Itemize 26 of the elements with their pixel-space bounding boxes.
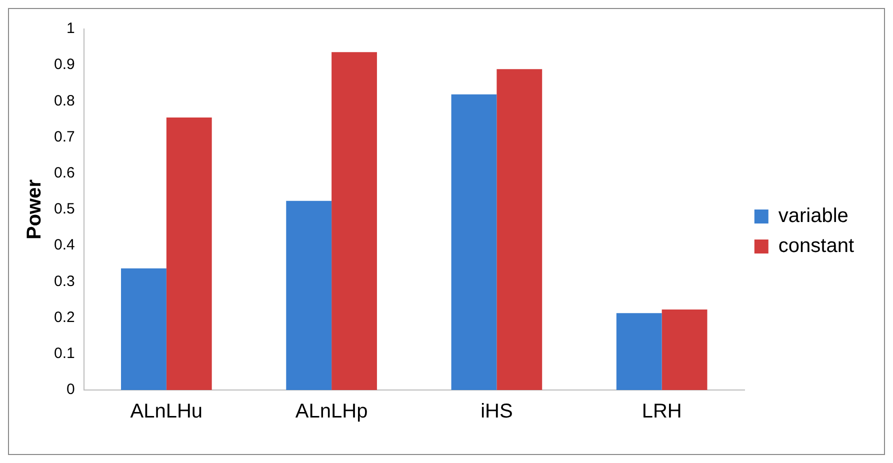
y-tick-label: 0.3 (54, 272, 75, 290)
y-axis-title: Power (24, 179, 46, 240)
y-tick-label: 0.2 (54, 308, 75, 326)
x-tick-label: LRH (642, 400, 682, 423)
x-tick-label: ALnLHu (130, 400, 203, 423)
y-tick-label: 1 (66, 20, 75, 38)
y-tick-label: 0.5 (54, 200, 75, 218)
y-tick-label: 0.7 (54, 128, 75, 146)
bar (286, 200, 332, 390)
x-tick-label: iHS (480, 400, 513, 423)
y-tick-label: 0 (66, 381, 75, 398)
bar (616, 313, 662, 390)
bar (662, 309, 708, 390)
y-tick-label: 0.6 (54, 164, 75, 182)
y-tick-label: 0.1 (54, 345, 75, 362)
y-tick-label: 0.8 (54, 92, 75, 110)
y-tick-label: 0.4 (54, 236, 75, 254)
bar (121, 268, 166, 390)
bar (332, 52, 377, 390)
bar (166, 117, 212, 390)
y-tick-label: 0.9 (54, 56, 75, 74)
bar (496, 69, 542, 390)
x-tick-label: ALnLHp (295, 400, 368, 423)
bar (451, 94, 497, 390)
legend-label: constant (778, 235, 854, 258)
legend-label: variable (778, 205, 848, 228)
